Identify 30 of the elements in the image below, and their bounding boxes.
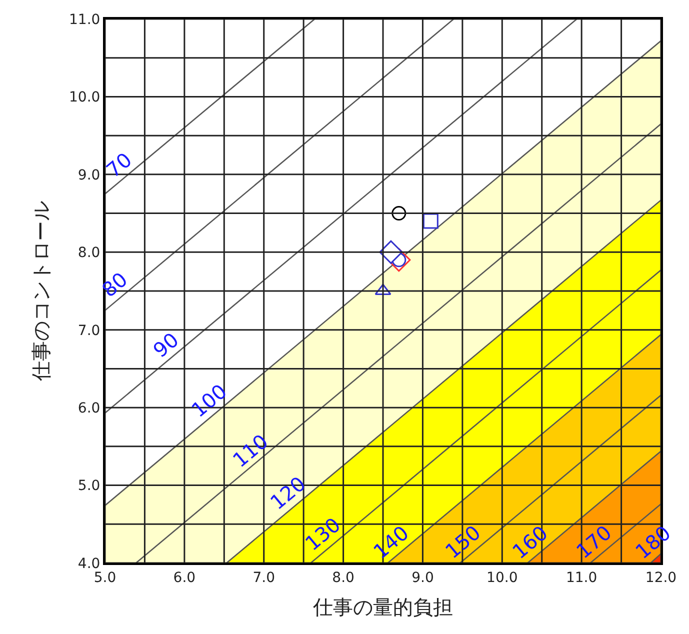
annotation: 160 [508,520,552,564]
annotation: 180 [630,520,676,564]
y-tick-label: 6.0 [78,400,100,416]
annotation: 120 [266,472,310,514]
annotation: 90 [148,328,184,362]
x-tick-label: 11.0 [566,570,598,586]
x-axis-title: 仕事の量的負担 [312,594,453,619]
x-tick-label: 8.0 [332,570,354,586]
annotation: 100 [186,379,232,422]
y-tick-label: 8.0 [78,245,100,262]
x-tick-label: 6.0 [173,570,196,586]
annotation: 70 [102,148,137,182]
x-tick-label: 10.0 [486,570,518,586]
x-tick-label: 7.0 [252,570,275,586]
y-tick-label: 9.0 [78,167,100,184]
annotation: 150 [440,520,486,564]
annotation: 140 [368,520,414,564]
y-tick-label: 11.0 [69,12,100,28]
y-tick-label: 4.0 [78,556,100,572]
annotation: 110 [228,429,273,472]
y-tick-label: 5.0 [78,478,100,494]
x-tick-label: 12.0 [645,570,677,586]
y-axis-title: 仕事のコントロール [29,201,54,382]
annotation: 130 [300,512,346,556]
x-tick-label: 9.0 [412,570,434,586]
annotation: 170 [572,520,616,564]
x-tick-label: 5.0 [94,570,116,586]
y-tick-label: 7.0 [78,322,100,339]
annotation: 80 [97,267,132,302]
y-tick-label: 10.0 [69,90,100,106]
